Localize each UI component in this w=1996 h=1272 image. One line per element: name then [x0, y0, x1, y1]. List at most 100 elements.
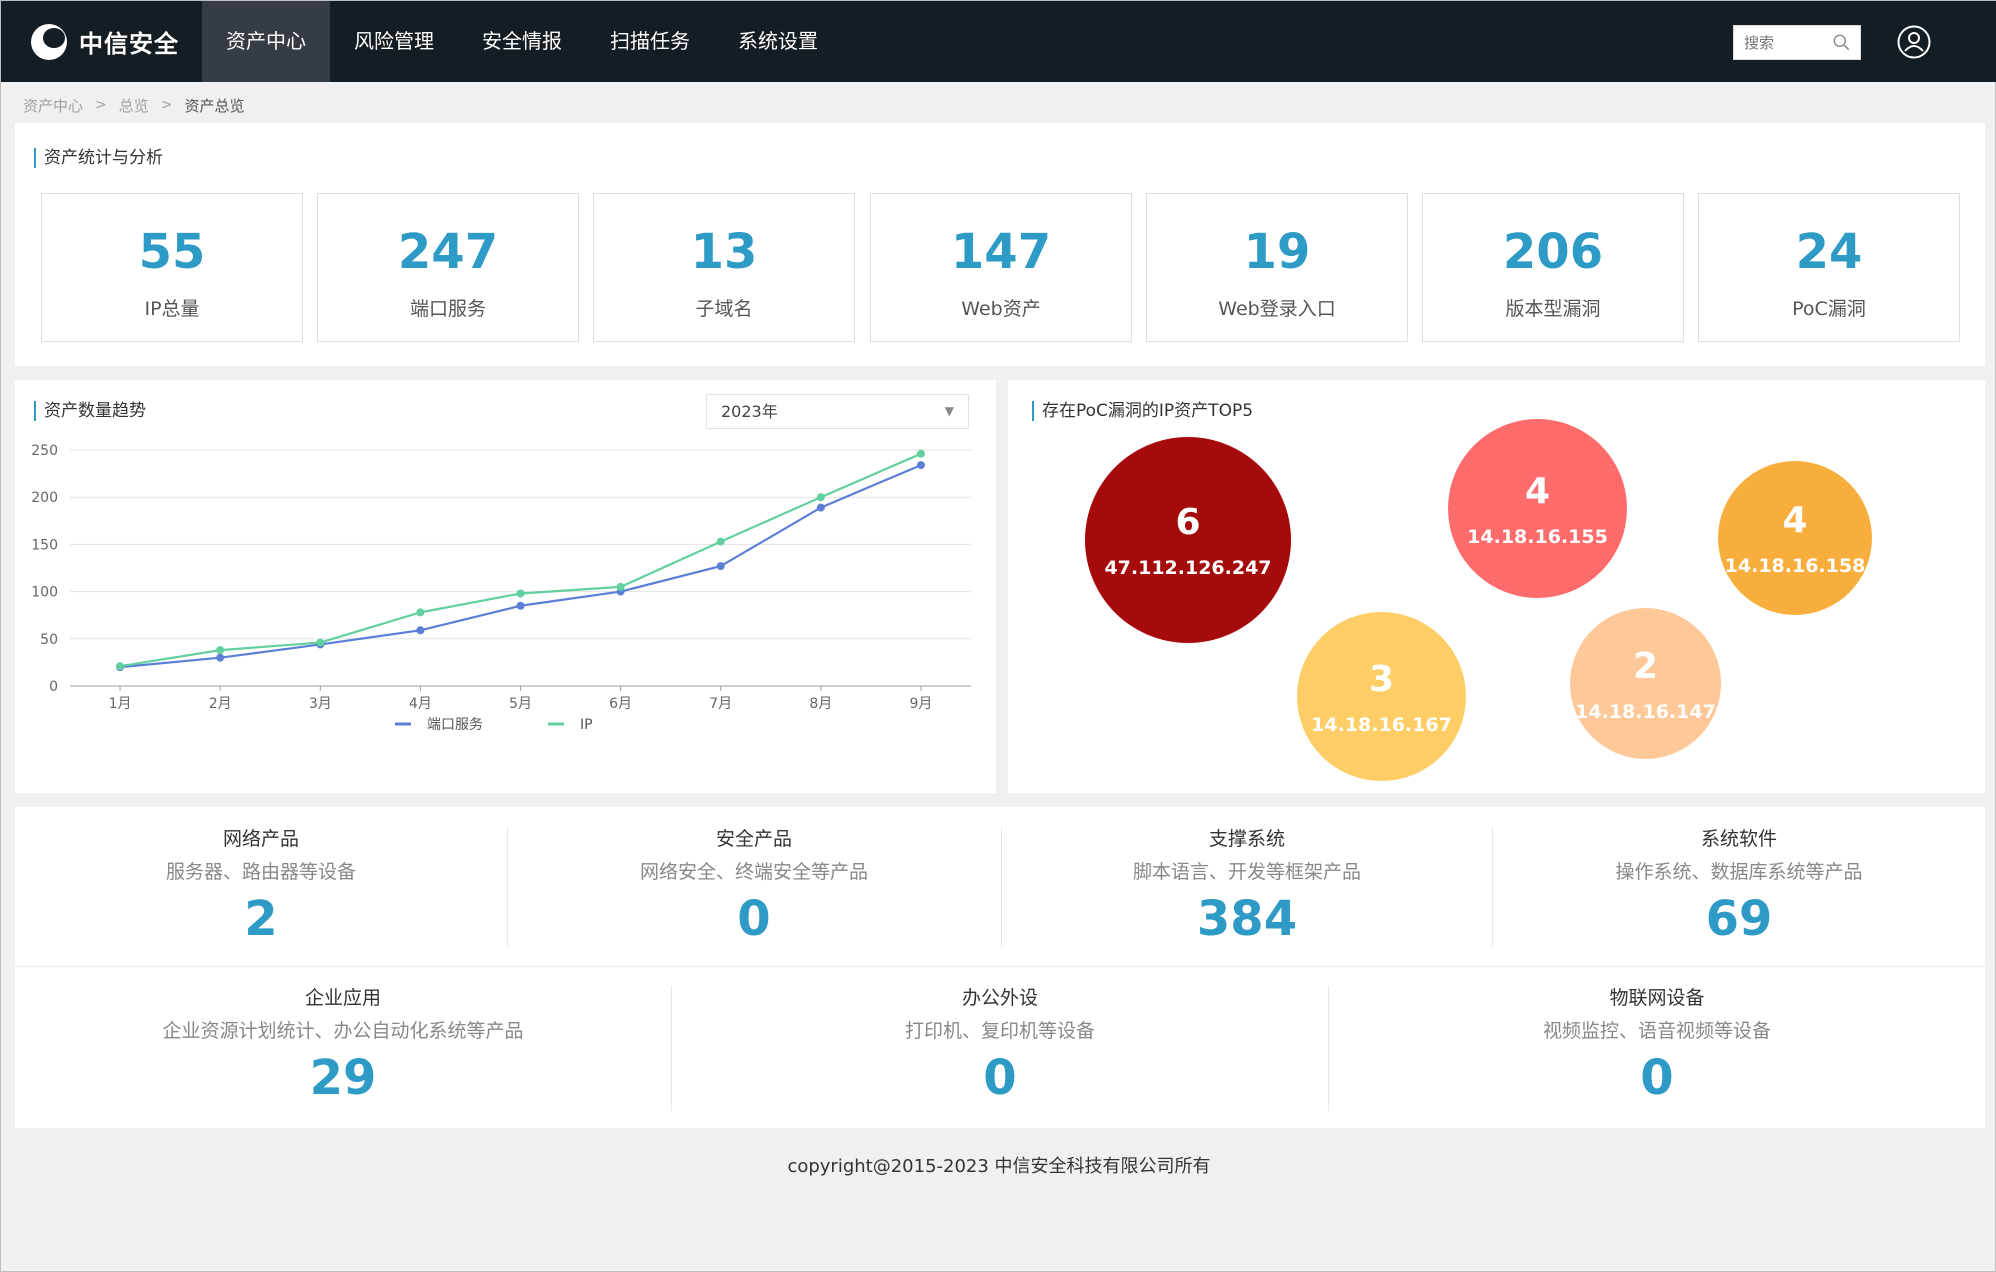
brand-name: 中信安全 [79, 30, 179, 58]
brand-logo[interactable]: 中信安全 [1, 1, 202, 82]
breadcrumb-asset-center[interactable]: 资产中心 [23, 96, 84, 115]
data-point [416, 608, 425, 617]
chevron-right-icon: > [95, 97, 107, 113]
breadcrumb-overview[interactable]: 总览 [118, 96, 149, 115]
poc-bubble[interactable]: 4 14.18.16.155 [1448, 419, 1627, 598]
x-tick-label: 3月 [309, 696, 332, 712]
search-icon[interactable] [1833, 34, 1850, 51]
logo-icon [31, 23, 67, 60]
breadcrumb: 资产中心 > 总览 > 资产总览 [23, 94, 245, 116]
stat-card-subdomains[interactable]: 13 子域名 [593, 193, 855, 342]
data-point [916, 461, 925, 470]
category-count: 384 [1196, 891, 1298, 947]
category-security-products[interactable]: 安全产品 网络安全、终端安全等产品 0 [508, 827, 1000, 948]
category-desc: 操作系统、数据库系统等产品 [1615, 861, 1863, 883]
category-name: 办公外设 [961, 987, 1038, 1009]
category-enterprise-apps[interactable]: 企业应用 企业资源计划统计、办公自动化系统等产品 29 [15, 986, 671, 1107]
bubble-count: 4 [1524, 470, 1551, 512]
poc-bubble[interactable]: 2 14.18.16.147 [1570, 608, 1721, 759]
poc-bubble[interactable]: 3 14.18.16.167 [1297, 612, 1466, 781]
series-line [119, 452, 922, 668]
divider [671, 986, 672, 1111]
category-name: 系统软件 [1700, 828, 1777, 850]
footer-copyright: copyright@2015-2023 中信安全科技有限公司所有 [787, 1156, 1211, 1177]
stat-label: Web资产 [961, 298, 1041, 320]
breadcrumb-current: 资产总览 [184, 96, 245, 115]
bubble-ip: 14.18.16.167 [1311, 713, 1452, 736]
poc-bubble[interactable]: 4 14.18.16.158 [1718, 461, 1872, 615]
category-system-software[interactable]: 系统软件 操作系统、数据库系统等产品 69 [1493, 827, 1985, 948]
stat-label: 子域名 [695, 298, 753, 320]
data-point [316, 638, 325, 647]
x-tick-label: 1月 [109, 696, 132, 712]
category-count: 69 [1705, 891, 1773, 947]
poc-bubble[interactable]: 6 47.112.126.247 [1085, 437, 1291, 643]
category-name: 物联网设备 [1609, 987, 1705, 1009]
category-count: 0 [983, 1050, 1017, 1106]
data-point [216, 653, 225, 662]
data-point [916, 449, 925, 458]
search-input[interactable] [1734, 27, 1829, 58]
bubble-ip: 47.112.126.247 [1104, 557, 1272, 579]
stat-label: Web登录入口 [1218, 298, 1336, 320]
user-avatar-icon[interactable] [1897, 25, 1931, 59]
stat-card-web-assets[interactable]: 147 Web资产 [870, 193, 1132, 342]
bubble-ip: 14.18.16.155 [1467, 525, 1608, 548]
legend-label: 端口服务 [427, 717, 483, 733]
nav-menu: 资产中心 风险管理 安全情报 扫描任务 系统设置 [202, 1, 842, 82]
bubble-count: 2 [1632, 645, 1659, 687]
stat-card-port-services[interactable]: 247 端口服务 [317, 193, 579, 342]
category-desc: 网络安全、终端安全等产品 [639, 861, 868, 883]
category-name: 企业应用 [304, 987, 381, 1009]
divider [1492, 827, 1493, 947]
nav-item-scan-tasks[interactable]: 扫描任务 [610, 29, 690, 53]
stat-value: 147 [950, 224, 1052, 280]
category-name: 网络产品 [222, 828, 299, 850]
data-point [116, 662, 125, 671]
category-support-systems[interactable]: 支撑系统 脚本语言、开发等框架产品 384 [1002, 827, 1492, 948]
nav-item-security-intel[interactable]: 安全情报 [482, 29, 562, 53]
stat-value: 206 [1502, 224, 1604, 280]
data-point [716, 562, 725, 571]
data-point [416, 626, 425, 635]
stat-value: 13 [690, 224, 758, 280]
year-select[interactable]: 2023年 ▼ [706, 394, 969, 429]
year-select-value: 2023年 [721, 402, 778, 421]
category-office-peripherals[interactable]: 办公外设 打印机、复印机等设备 0 [672, 986, 1328, 1107]
category-network-products[interactable]: 网络产品 服务器、路由器等设备 2 [15, 827, 507, 948]
bubble-count: 4 [1782, 500, 1808, 541]
category-iot-devices[interactable]: 物联网设备 视频监控、语音视频等设备 0 [1329, 986, 1985, 1107]
category-desc: 打印机、复印机等设备 [904, 1020, 1095, 1042]
y-tick-label: 250 [31, 443, 58, 459]
stat-card-web-login[interactable]: 19 Web登录入口 [1146, 193, 1408, 342]
legend-label: IP [580, 717, 593, 733]
divider [1001, 827, 1002, 947]
x-tick-label: 5月 [509, 696, 532, 712]
stat-value: 55 [138, 224, 206, 280]
category-desc: 视频监控、语音视频等设备 [1542, 1020, 1771, 1042]
y-tick-label: 100 [31, 585, 58, 601]
data-point [516, 601, 525, 610]
stat-card-ip-total[interactable]: 55 IP总量 [41, 193, 303, 342]
stat-card-version-vulns[interactable]: 206 版本型漏洞 [1422, 193, 1684, 342]
chevron-right-icon: > [160, 97, 173, 113]
bubble-count: 3 [1368, 658, 1395, 700]
x-tick-label: 9月 [909, 696, 932, 712]
trend-panel-title: 资产数量趋势 [34, 401, 146, 421]
category-count: 29 [309, 1050, 377, 1106]
nav-item-system-settings[interactable]: 系统设置 [738, 29, 818, 53]
nav-item-asset-center[interactable]: 资产中心 [202, 1, 330, 82]
stat-label: PoC漏洞 [1792, 298, 1866, 320]
stat-value: 247 [397, 224, 499, 280]
stat-card-poc-vulns[interactable]: 24 PoC漏洞 [1698, 193, 1960, 342]
category-desc: 企业资源计划统计、办公自动化系统等产品 [162, 1020, 524, 1042]
nav-item-risk-management[interactable]: 风险管理 [354, 29, 434, 53]
category-desc: 服务器、路由器等设备 [165, 861, 356, 883]
stat-label: IP总量 [144, 298, 200, 320]
categories-panel [15, 807, 1985, 1128]
bubble-ip: 14.18.16.147 [1575, 700, 1716, 723]
x-tick-label: 7月 [709, 696, 732, 712]
data-point [816, 503, 825, 512]
poc-panel-title: 存在PoC漏洞的IP资产TOP5 [1032, 401, 1253, 421]
